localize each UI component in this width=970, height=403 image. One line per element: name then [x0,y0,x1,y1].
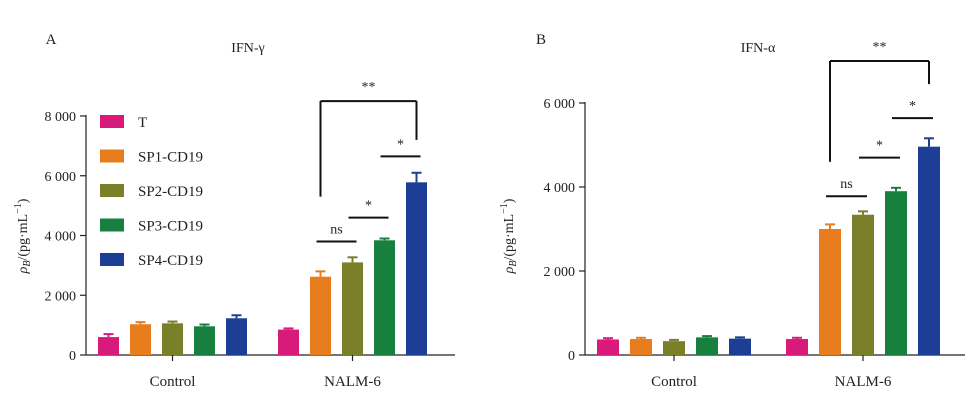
panel-b-label: B [536,32,546,48]
bar [852,214,874,355]
panel-a-label: A [46,32,57,48]
legend: T SP1-CD19 SP2-CD19 SP3-CD19 SP4-CD19 [100,115,203,269]
significance-label: * [365,199,372,214]
y-label-rest: /(pg·mL [502,214,517,261]
bar [406,182,427,355]
bar [786,339,808,355]
panel-b-title: IFN-α [741,41,776,56]
x-tick-label: Control [651,374,697,390]
legend-label: SP3-CD19 [138,219,203,235]
bar [130,324,151,355]
legend-label: SP2-CD19 [138,184,203,200]
y-tick-label: 6 000 [45,170,77,185]
y-tick-label: 0 [568,349,575,364]
x-tick-label: NALM-6 [324,374,381,390]
bar [729,338,751,355]
panel-a-y-axis-label: ρB/(pg·mL−1) [13,198,33,274]
x-tick-label: NALM-6 [835,374,892,390]
significance-label: ** [873,40,887,55]
bar [918,146,940,355]
legend-swatch [100,149,124,163]
bar [226,318,247,355]
panel-a-title: IFN-γ [231,41,264,56]
legend-label: SP4-CD19 [138,253,203,269]
y-label-sup: −1 [499,203,510,214]
y-label-close: ) [502,198,517,203]
bar [278,329,299,355]
bar [819,229,841,355]
y-label-sub: B [508,261,519,267]
y-label-main: ρ [502,266,517,274]
bar [374,240,395,355]
panel-b-bars [597,137,940,355]
panel-b-y-axis-label: ρB/(pg·mL−1) [499,198,519,274]
bar [162,323,183,355]
significance-label: ** [362,80,376,95]
y-tick-label: 4 000 [544,181,576,196]
y-tick-label: 0 [69,349,76,364]
bar [885,191,907,355]
panel-a-significance: ns**** [316,80,421,243]
y-label-close: ) [16,198,31,203]
bar [194,326,215,355]
significance-label: * [876,139,883,154]
bar [630,339,652,355]
bar [663,341,685,355]
legend-label: T [138,115,147,131]
bar [597,339,619,355]
significance-label: * [909,99,916,114]
x-tick-label: Control [150,374,196,390]
panel-b-significance: ns**** [826,40,933,198]
y-tick-label: 8 000 [45,110,77,125]
significance-label: ns [330,222,342,237]
y-label-sub: B [22,261,33,267]
legend-swatch [100,115,124,128]
panel-a-bars [98,171,427,355]
significance-label: * [397,137,404,152]
bar [342,262,363,355]
y-tick-label: 4 000 [45,230,77,245]
significance-label: ns [840,177,852,192]
panel-b-axes: 0 2 000 4 000 6 000 Control NALM-6 [544,97,965,390]
legend-swatch [100,253,124,266]
y-tick-label: 6 000 [544,97,576,112]
y-tick-label: 2 000 [45,289,77,304]
bar [310,276,331,355]
legend-swatch [100,218,124,232]
panel-a-axes: 0 2 000 4 000 6 000 8 000 Control NALM-6 [45,110,455,390]
y-label-rest: /(pg·mL [16,214,31,261]
y-tick-label: 2 000 [544,265,576,280]
legend-swatch [100,184,124,197]
y-label-sup: −1 [13,203,24,214]
bar [696,337,718,355]
legend-label: SP1-CD19 [138,150,203,166]
bar [98,337,119,355]
panel-a: A IFN-γ ρB/(pg·mL−1) 0 2 000 4 000 6 000 8 0… [13,32,455,390]
y-label-main: ρ [16,266,31,274]
